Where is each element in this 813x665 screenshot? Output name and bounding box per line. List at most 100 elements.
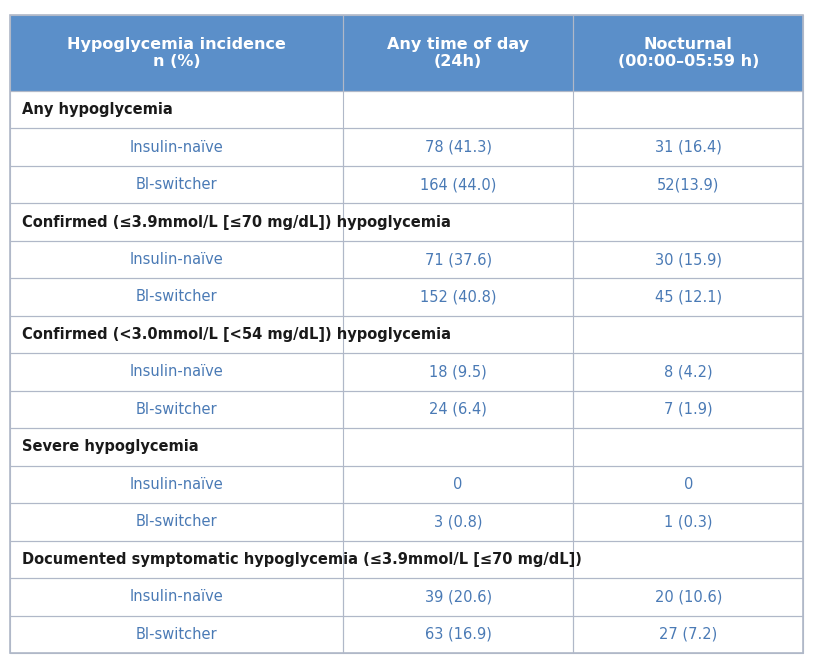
Text: 78 (41.3): 78 (41.3) — [424, 140, 492, 154]
Text: 0: 0 — [454, 477, 463, 492]
Text: Insulin-naïve: Insulin-naïve — [129, 364, 224, 380]
Bar — [343, 241, 573, 278]
Bar — [10, 316, 803, 353]
Bar — [10, 428, 803, 465]
Bar — [10, 128, 343, 166]
Bar — [573, 278, 803, 316]
Text: 27 (7.2): 27 (7.2) — [659, 627, 717, 642]
Bar — [573, 241, 803, 278]
Bar — [10, 503, 343, 541]
Bar — [10, 15, 343, 91]
Text: 0: 0 — [684, 477, 693, 492]
Bar — [343, 616, 573, 653]
Bar — [343, 15, 573, 91]
Text: Insulin-naïve: Insulin-naïve — [129, 140, 224, 154]
Bar — [573, 166, 803, 203]
Bar — [10, 353, 343, 391]
Bar — [573, 15, 803, 91]
Text: 1 (0.3): 1 (0.3) — [664, 514, 712, 529]
Bar — [10, 278, 343, 316]
Bar — [10, 616, 343, 653]
Bar — [573, 166, 803, 203]
Bar — [573, 128, 803, 166]
Text: 30 (15.9): 30 (15.9) — [654, 252, 722, 267]
Text: 152 (40.8): 152 (40.8) — [420, 289, 496, 305]
Bar — [343, 166, 573, 203]
Text: Any hypoglycemia: Any hypoglycemia — [22, 102, 172, 117]
Bar — [10, 166, 343, 203]
Bar — [10, 15, 343, 91]
Bar — [343, 278, 573, 316]
Bar — [343, 15, 573, 91]
Bar — [10, 316, 803, 353]
Bar — [573, 15, 803, 91]
Bar — [10, 166, 343, 203]
Text: 31 (16.4): 31 (16.4) — [654, 140, 722, 154]
Text: Hypoglycemia incidence
n (%): Hypoglycemia incidence n (%) — [67, 37, 286, 69]
Bar — [343, 578, 573, 616]
Bar — [573, 353, 803, 391]
Bar — [573, 578, 803, 616]
Text: 164 (44.0): 164 (44.0) — [420, 177, 496, 192]
Text: 3 (0.8): 3 (0.8) — [434, 514, 482, 529]
Bar — [343, 465, 573, 503]
Bar — [10, 503, 343, 541]
Text: Documented symptomatic hypoglycemia (≤3.9mmol/L [≤70 mg/dL]): Documented symptomatic hypoglycemia (≤3.… — [22, 552, 582, 567]
Bar — [10, 278, 343, 316]
Bar — [573, 353, 803, 391]
Bar — [343, 241, 573, 278]
Text: Insulin-naïve: Insulin-naïve — [129, 252, 224, 267]
Bar — [573, 616, 803, 653]
Bar — [10, 428, 803, 465]
Text: 63 (16.9): 63 (16.9) — [424, 627, 492, 642]
Text: 71 (37.6): 71 (37.6) — [424, 252, 492, 267]
Text: Confirmed (<3.0mmol/L [<54 mg/dL]) hypoglycemia: Confirmed (<3.0mmol/L [<54 mg/dL]) hypog… — [22, 327, 451, 342]
Text: Confirmed (≤3.9mmol/L [≤70 mg/dL]) hypoglycemia: Confirmed (≤3.9mmol/L [≤70 mg/dL]) hypog… — [22, 215, 451, 229]
Text: Insulin-naïve: Insulin-naïve — [129, 589, 224, 604]
Bar — [573, 241, 803, 278]
Bar — [10, 241, 343, 278]
Text: BI-switcher: BI-switcher — [136, 514, 217, 529]
Bar — [10, 203, 803, 241]
Bar — [10, 91, 803, 128]
Bar — [343, 391, 573, 428]
Text: Insulin-naïve: Insulin-naïve — [129, 477, 224, 492]
Bar — [573, 128, 803, 166]
Text: BI-switcher: BI-switcher — [136, 627, 217, 642]
Bar — [10, 241, 343, 278]
Text: 20 (10.6): 20 (10.6) — [654, 589, 722, 604]
Bar — [10, 465, 343, 503]
Bar — [343, 128, 573, 166]
Text: BI-switcher: BI-switcher — [136, 177, 217, 192]
Bar — [573, 465, 803, 503]
Bar — [343, 353, 573, 391]
Bar — [343, 503, 573, 541]
Text: 39 (20.6): 39 (20.6) — [424, 589, 492, 604]
Bar — [10, 353, 343, 391]
Bar — [10, 578, 343, 616]
Bar — [343, 578, 573, 616]
Bar — [343, 166, 573, 203]
Text: Severe hypoglycemia: Severe hypoglycemia — [22, 440, 198, 454]
Bar — [573, 503, 803, 541]
Bar — [573, 391, 803, 428]
Text: BI-switcher: BI-switcher — [136, 289, 217, 305]
Text: 45 (12.1): 45 (12.1) — [654, 289, 722, 305]
Bar — [10, 91, 803, 128]
Text: BI-switcher: BI-switcher — [136, 402, 217, 417]
Text: 24 (6.4): 24 (6.4) — [429, 402, 487, 417]
Bar — [10, 203, 803, 241]
Text: 8 (4.2): 8 (4.2) — [664, 364, 712, 380]
Bar — [573, 278, 803, 316]
Bar — [573, 578, 803, 616]
Bar — [10, 541, 803, 578]
Bar — [10, 391, 343, 428]
Text: 18 (9.5): 18 (9.5) — [429, 364, 487, 380]
Bar — [343, 391, 573, 428]
Bar — [10, 578, 343, 616]
Bar — [573, 465, 803, 503]
Text: 52(13.9): 52(13.9) — [657, 177, 720, 192]
Bar — [10, 541, 803, 578]
Bar — [10, 128, 343, 166]
Bar — [10, 616, 343, 653]
